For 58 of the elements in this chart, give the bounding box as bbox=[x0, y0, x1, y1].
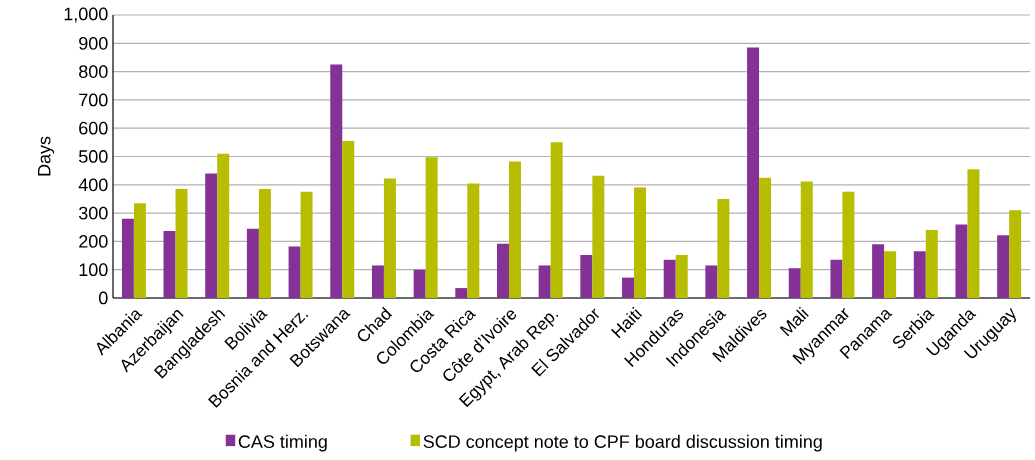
bar bbox=[967, 169, 980, 298]
bar bbox=[884, 251, 897, 298]
bar bbox=[175, 189, 188, 298]
bar bbox=[800, 181, 813, 298]
y-tick-label: 500 bbox=[78, 150, 108, 163]
y-axis-title: Days bbox=[37, 136, 55, 176]
bar bbox=[1009, 210, 1022, 298]
legend-label: SCD concept note to CPF board discussion timing bbox=[423, 434, 822, 452]
bar bbox=[413, 269, 426, 298]
y-tick-label: 1,000 bbox=[64, 7, 108, 23]
bar bbox=[133, 203, 146, 298]
y-tick-label: 0 bbox=[99, 291, 108, 305]
y-tick-label: 700 bbox=[79, 93, 108, 107]
bar bbox=[872, 244, 885, 298]
bar bbox=[371, 265, 384, 298]
bar bbox=[342, 140, 355, 298]
bar bbox=[330, 64, 343, 298]
bar bbox=[246, 228, 259, 298]
y-tick-label: 800 bbox=[79, 65, 108, 78]
y-tick-label: 400 bbox=[78, 178, 108, 192]
bar bbox=[622, 277, 635, 298]
y-tick-label: 600 bbox=[79, 121, 108, 135]
bar bbox=[705, 265, 718, 298]
y-tick-label: 300 bbox=[78, 206, 108, 220]
bar bbox=[842, 191, 855, 298]
bar bbox=[508, 161, 521, 298]
bar bbox=[913, 251, 926, 298]
bar bbox=[717, 198, 730, 298]
bar bbox=[455, 288, 468, 298]
bar bbox=[538, 265, 551, 298]
bar bbox=[121, 218, 134, 298]
bar bbox=[496, 243, 509, 298]
bar bbox=[217, 153, 230, 298]
bar bbox=[300, 191, 313, 298]
y-tick-label: 100 bbox=[79, 263, 108, 277]
legend-label: CAS timing bbox=[238, 434, 327, 452]
bar bbox=[425, 157, 438, 298]
bar bbox=[997, 235, 1010, 298]
bar bbox=[747, 47, 760, 298]
bar bbox=[955, 224, 968, 298]
bar bbox=[675, 254, 688, 298]
bar bbox=[663, 259, 676, 298]
bar bbox=[830, 259, 843, 298]
bar bbox=[258, 189, 271, 298]
bar bbox=[550, 142, 563, 298]
y-tick-label: 200 bbox=[79, 235, 108, 248]
bar bbox=[288, 246, 301, 298]
bar bbox=[925, 230, 938, 298]
bar bbox=[163, 230, 176, 298]
bar bbox=[759, 177, 772, 298]
bar bbox=[788, 268, 801, 298]
bar bbox=[634, 187, 647, 298]
bar bbox=[467, 183, 480, 298]
bar bbox=[383, 178, 396, 298]
bar bbox=[580, 254, 593, 298]
bar bbox=[592, 175, 605, 298]
bar bbox=[205, 173, 218, 298]
y-tick-label: 900 bbox=[79, 36, 108, 50]
